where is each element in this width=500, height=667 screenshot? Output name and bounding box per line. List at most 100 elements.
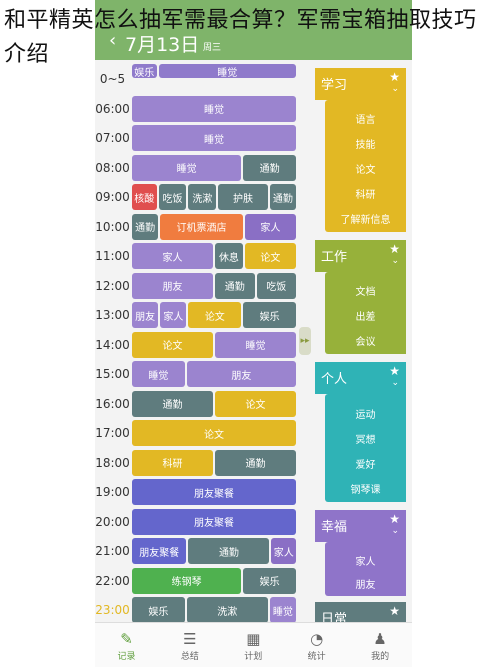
- time-block[interactable]: 娱乐: [243, 567, 296, 594]
- time-block[interactable]: 睡觉: [132, 154, 242, 181]
- time-block[interactable]: 通勤: [215, 449, 296, 476]
- nav-item-2[interactable]: ☰ 总结: [158, 623, 221, 667]
- time-label: 09:00: [95, 190, 130, 204]
- time-block[interactable]: 睡觉: [269, 597, 296, 623]
- time-block[interactable]: 娱乐: [243, 302, 296, 328]
- chevron-down-icon[interactable]: ⌄: [391, 84, 399, 94]
- time-label: 14:00: [95, 337, 130, 352]
- time-label: 17:00: [95, 426, 130, 440]
- time-block[interactable]: 朋友: [132, 272, 213, 299]
- time-block[interactable]: 洗漱: [188, 184, 217, 210]
- time-label: 16:00: [95, 396, 130, 411]
- time-block[interactable]: 朋友聚餐: [132, 508, 296, 535]
- time-block[interactable]: 通勤: [269, 184, 296, 210]
- time-block[interactable]: 睡觉: [158, 64, 296, 78]
- time-label: 13:00: [95, 308, 130, 322]
- nav-item-5[interactable]: ♟ 我的: [349, 623, 412, 667]
- time-block[interactable]: 睡觉: [132, 125, 296, 151]
- time-label: 12:00: [95, 278, 130, 293]
- time-label: 21:00: [95, 544, 130, 558]
- category-item[interactable]: 爱好: [355, 459, 376, 471]
- category-3[interactable]: 个人 ★ ⌄ 运动冥想爱好钢琴课: [315, 362, 406, 502]
- category-item[interactable]: 会议: [355, 336, 376, 348]
- star-icon[interactable]: ★: [389, 364, 400, 378]
- time-block[interactable]: 科研: [132, 449, 213, 476]
- time-block[interactable]: 睡觉: [132, 361, 185, 387]
- time-block[interactable]: 吃饭: [256, 272, 296, 299]
- time-block[interactable]: 睡觉: [132, 95, 296, 122]
- category-item[interactable]: 技能: [355, 140, 376, 152]
- category-item[interactable]: 了解新信息: [340, 214, 391, 226]
- time-block[interactable]: 护肤: [218, 184, 268, 210]
- star-icon[interactable]: ★: [389, 242, 400, 256]
- time-block[interactable]: 吃饭: [158, 184, 187, 210]
- time-block[interactable]: 朋友聚餐: [132, 538, 187, 564]
- time-block[interactable]: 睡觉: [215, 331, 296, 358]
- time-block[interactable]: 朋友聚餐: [132, 479, 296, 505]
- nav-item-3[interactable]: ▦ 计划: [222, 623, 285, 667]
- chevron-down-icon[interactable]: ⌄: [391, 526, 399, 536]
- time-block[interactable]: 休息: [215, 243, 243, 269]
- category-item[interactable]: 家人: [355, 556, 376, 568]
- category-1[interactable]: 学习 ★ ⌄ 语言技能论文科研了解新信息: [315, 68, 406, 232]
- category-item[interactable]: 文档: [355, 287, 376, 299]
- category-item[interactable]: 冥想: [355, 434, 376, 446]
- time-block[interactable]: 洗漱: [186, 597, 268, 623]
- category-header[interactable]: 工作 ★ ⌄: [315, 240, 406, 272]
- expand-handle-icon[interactable]: ▸▸: [299, 327, 311, 355]
- category-header[interactable]: 个人 ★ ⌄: [315, 362, 406, 394]
- nav-icon: ✎: [120, 630, 133, 648]
- time-block[interactable]: 家人: [244, 213, 296, 240]
- time-label: 06:00: [95, 101, 130, 116]
- star-icon[interactable]: ★: [389, 70, 400, 84]
- time-block[interactable]: 家人: [271, 538, 296, 564]
- category-item[interactable]: 论文: [355, 165, 376, 176]
- time-block[interactable]: 通勤: [243, 154, 296, 181]
- time-block[interactable]: 论文: [244, 243, 296, 269]
- time-block[interactable]: 娱乐: [132, 64, 157, 78]
- time-block[interactable]: 通勤: [188, 538, 270, 564]
- category-title: 幸福: [321, 520, 348, 535]
- time-label: 07:00: [95, 131, 130, 145]
- time-block[interactable]: 订机票酒店: [160, 213, 243, 240]
- time-block[interactable]: 论文: [132, 420, 296, 446]
- time-label: 23:00: [95, 603, 130, 617]
- chevron-down-icon[interactable]: ⌄: [391, 378, 399, 388]
- date-label[interactable]: 7月13日: [125, 34, 200, 56]
- time-block[interactable]: 论文: [215, 390, 296, 417]
- category-header[interactable]: 学习 ★ ⌄: [315, 68, 406, 100]
- star-icon[interactable]: ★: [389, 604, 400, 618]
- time-block[interactable]: 通勤: [132, 390, 213, 417]
- category-item[interactable]: 钢琴课: [350, 484, 381, 496]
- time-block[interactable]: 核酸: [132, 184, 157, 210]
- nav-icon: ▦: [246, 630, 261, 648]
- time-block[interactable]: 娱乐: [132, 597, 185, 623]
- time-block[interactable]: 通勤: [132, 213, 159, 240]
- category-item[interactable]: 科研: [355, 189, 376, 201]
- time-block[interactable]: 朋友: [132, 302, 159, 328]
- category-item[interactable]: 出差: [355, 312, 376, 323]
- category-item[interactable]: 语言: [355, 115, 376, 127]
- nav-icon: ☰: [183, 630, 197, 648]
- category-4[interactable]: 幸福 ★ ⌄ 家人朋友: [315, 510, 406, 596]
- category-item[interactable]: 运动: [355, 409, 376, 421]
- nav-icon: ◔: [310, 630, 324, 648]
- time-block[interactable]: 家人: [132, 243, 213, 269]
- prev-day-icon[interactable]: ‹: [109, 30, 117, 51]
- time-block[interactable]: 通勤: [215, 272, 255, 299]
- category-2[interactable]: 工作 ★ ⌄ 文档 出差 会议: [315, 240, 406, 354]
- time-block[interactable]: 论文: [132, 331, 213, 358]
- star-icon[interactable]: ★: [389, 512, 400, 526]
- nav-item-4[interactable]: ◔ 统计: [285, 623, 348, 667]
- category-title: 学习: [321, 78, 348, 93]
- time-block[interactable]: 论文: [188, 302, 242, 328]
- time-block[interactable]: 家人: [160, 302, 187, 328]
- category-item[interactable]: 朋友: [355, 579, 376, 591]
- nav-item-1[interactable]: ✎ 记录: [95, 623, 158, 667]
- category-header[interactable]: 幸福 ★ ⌄: [315, 510, 406, 542]
- category-items: 文档 出差 会议: [325, 272, 406, 354]
- time-block[interactable]: 练钢琴: [132, 567, 242, 594]
- top-bar: ‹ 7月13日 周三: [95, 0, 412, 60]
- time-block[interactable]: 朋友: [186, 361, 296, 387]
- chevron-down-icon[interactable]: ⌄: [391, 256, 399, 266]
